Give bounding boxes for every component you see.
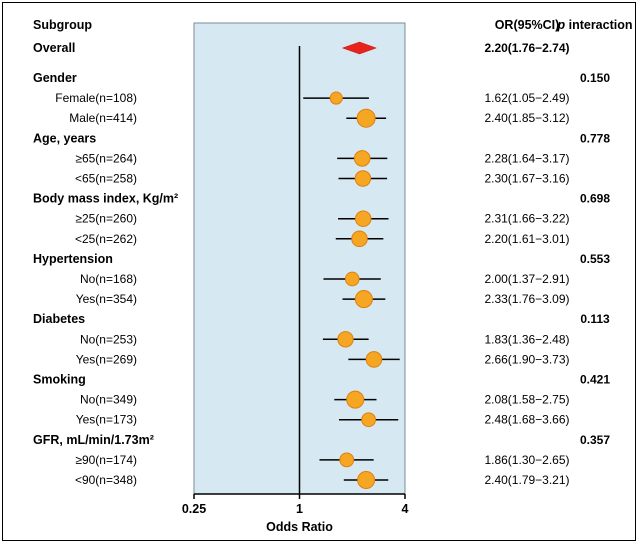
group-p-5: 0.421	[580, 373, 610, 387]
forest-plot-frame: Subgroup OR(95%CI) p interaction Overall 2.2…	[2, 2, 636, 541]
overall-diamond	[341, 41, 377, 55]
row-or-text-4-0: 1.83(1.36−2.48)	[484, 332, 569, 346]
or-marker-0-0	[329, 91, 343, 105]
header-or: OR(95%CI)	[495, 18, 560, 32]
row-or-text-3-1: 2.33(1.76−3.09)	[484, 292, 569, 306]
or-marker-4-1	[365, 351, 383, 368]
forest-plot: Subgroup OR(95%CI)p interaction Overall 2.2…	[33, 18, 633, 534]
row-or-text-3-0: 2.00(1.37−2.91)	[484, 272, 569, 286]
or-marker-0-1	[356, 108, 376, 128]
row-or-text-4-1: 2.66(1.90−3.73)	[484, 352, 569, 366]
or-marker-1-0	[353, 150, 371, 167]
group-p-2: 0.698	[580, 192, 610, 206]
row-label-5-0: No(n=349)	[80, 393, 137, 407]
row-or-text-2-0: 2.31(1.66−3.22)	[484, 212, 569, 226]
row-label-3-0: No(n=168)	[80, 272, 137, 286]
or-marker-5-0	[346, 390, 365, 409]
group-label-2: Body mass index, Kg/m²	[33, 192, 178, 206]
row-label-1-0: ≥65(n=264)	[75, 151, 137, 165]
row-label-5-1: Yes(n=173)	[76, 413, 137, 427]
row-label-4-1: Yes(n=269)	[76, 352, 137, 366]
overall-or-text: 2.20(1.76−2.74)	[484, 41, 569, 55]
row-label-2-0: ≥25(n=260)	[75, 212, 137, 226]
row-label-6-0: ≥90(n=174)	[75, 453, 137, 467]
row-label-0-0: Female(n=108)	[55, 91, 137, 105]
group-label-1: Age, years	[33, 131, 96, 145]
or-marker-4-0	[337, 331, 354, 348]
or-marker-2-0	[354, 210, 372, 227]
row-label-1-1: <65(n=258)	[75, 172, 137, 186]
row-or-text-0-1: 2.40(1.85−3.12)	[484, 111, 569, 125]
row-label-2-1: <25(n=262)	[75, 232, 137, 246]
header-p-interaction: p interaction	[556, 18, 632, 32]
row-or-text-1-0: 2.28(1.64−3.17)	[484, 151, 569, 165]
row-or-text-1-1: 2.30(1.67−3.16)	[484, 172, 569, 186]
group-p-3: 0.553	[580, 252, 610, 266]
group-label-6: GFR, mL/min/1.73m²	[33, 433, 154, 447]
or-marker-3-0	[344, 271, 360, 287]
or-marker-1-1	[354, 170, 372, 187]
row-label-0-1: Male(n=414)	[69, 111, 137, 125]
group-p-1: 0.778	[580, 131, 610, 145]
group-label-4: Diabetes	[33, 312, 85, 326]
row-or-text-2-1: 2.20(1.61−3.01)	[484, 232, 569, 246]
row-or-text-5-0: 2.08(1.58−2.75)	[484, 393, 569, 407]
x-axis-label: Odds Ratio	[266, 520, 333, 534]
or-marker-6-0	[339, 452, 355, 468]
row-or-text-6-0: 1.86(1.30−2.65)	[484, 453, 569, 467]
x-tick-label-1: 1	[296, 502, 303, 516]
or-marker-2-1	[351, 230, 368, 248]
header-subgroup: Subgroup	[33, 18, 92, 32]
or-marker-5-1	[361, 412, 376, 428]
row-label-6-1: <90(n=348)	[75, 473, 137, 487]
group-label-0: Gender	[33, 71, 77, 85]
group-label-3: Hypertension	[33, 252, 113, 266]
x-tick-label-0: 0.25	[182, 502, 206, 516]
row-label-3-1: Yes(n=354)	[76, 292, 137, 306]
row-label-4-0: No(n=253)	[80, 332, 137, 346]
overall-label: Overall	[33, 41, 75, 55]
group-p-6: 0.357	[580, 433, 610, 447]
row-or-text-6-1: 2.40(1.79−3.21)	[484, 473, 569, 487]
x-tick-label-2: 4	[402, 502, 409, 516]
or-marker-6-1	[357, 470, 376, 490]
group-label-5: Smoking	[33, 373, 86, 387]
group-p-0: 0.150	[580, 71, 610, 85]
group-p-4: 0.113	[580, 312, 610, 326]
row-or-text-0-0: 1.62(1.05−2.49)	[484, 91, 569, 105]
or-marker-3-1	[354, 290, 373, 309]
row-or-text-5-1: 2.48(1.68−3.66)	[484, 413, 569, 427]
